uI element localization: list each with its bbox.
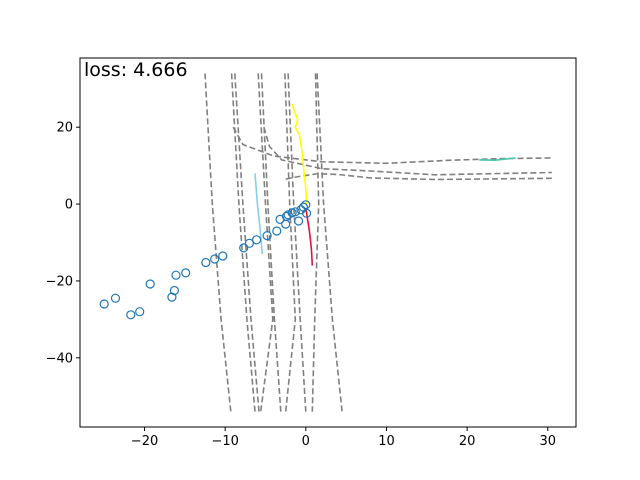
lane-line-11	[263, 126, 552, 176]
x-tick-label: 20	[459, 434, 476, 449]
data-point-28	[294, 216, 304, 226]
track-red	[305, 207, 314, 266]
lane-line-7	[287, 73, 307, 412]
data-point-26	[302, 208, 312, 218]
data-point-5	[145, 279, 155, 289]
data-point-9	[181, 268, 191, 278]
data-point-15	[252, 235, 262, 245]
data-point-11	[210, 254, 220, 264]
data-point-2	[110, 293, 121, 303]
data-point-22	[290, 207, 300, 217]
data-point-12	[218, 251, 228, 261]
lane-line-1	[204, 73, 232, 412]
y-tick-label: 0	[65, 198, 73, 213]
data-point-17	[272, 226, 282, 236]
y-tick-label: −40	[46, 351, 73, 366]
lane-line-10	[232, 126, 552, 165]
track-yellow	[291, 103, 308, 205]
data-point-16	[262, 231, 272, 241]
data-point-14	[244, 238, 254, 248]
x-tick-label: −10	[211, 434, 238, 449]
x-tick-label: 10	[378, 434, 395, 449]
plot-area	[80, 58, 576, 427]
lane-line-9	[316, 73, 343, 412]
data-point-3	[126, 310, 136, 320]
lane-line-6	[284, 73, 297, 412]
lane-line-8	[311, 73, 320, 412]
y-tick-label: 20	[56, 121, 73, 136]
x-tick-label: 0	[302, 434, 310, 449]
data-point-13	[239, 243, 249, 253]
points-group	[99, 200, 312, 320]
loss-annotation: loss: 4.666	[84, 59, 188, 81]
x-axis-ticks: −20 −10 0 10 20 30	[131, 427, 556, 449]
plot-frame	[79, 57, 577, 428]
x-tick-label: 30	[539, 434, 556, 449]
lane-line-5	[260, 73, 282, 412]
lane-line-4	[257, 73, 274, 412]
data-point-1	[99, 299, 109, 309]
data-point-4	[135, 307, 145, 317]
lane-line-12	[285, 172, 552, 181]
y-tick-label: −20	[46, 274, 73, 289]
data-point-7	[167, 292, 177, 302]
lane-line-2	[230, 73, 256, 412]
y-axis-ticks: −40 −20 0 20	[46, 121, 80, 366]
data-point-27	[281, 219, 291, 229]
lane-lines-group	[204, 73, 552, 412]
x-tick-label: −20	[131, 434, 158, 449]
data-point-10	[201, 257, 211, 268]
data-point-8	[171, 270, 181, 280]
track-teal	[479, 157, 516, 162]
